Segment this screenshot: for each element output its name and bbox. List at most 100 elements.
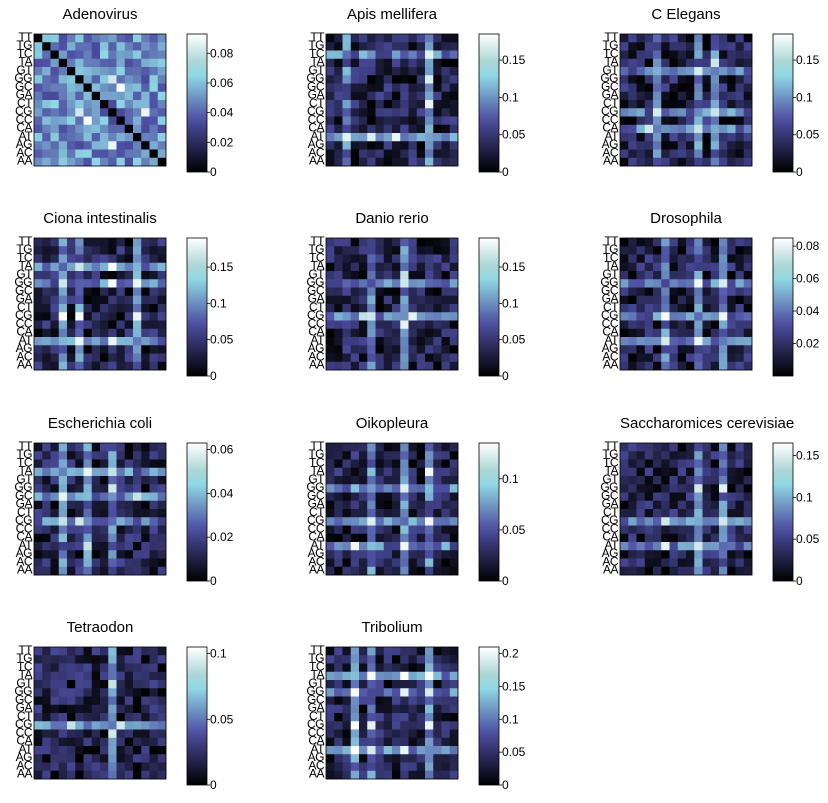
heatmap-cell: [350, 509, 360, 518]
heatmap-cell: [400, 500, 409, 510]
heatmap-cell: [375, 149, 385, 159]
heatmap-cell: [75, 655, 84, 664]
heatmap-cell: [661, 328, 670, 338]
heatmap-svg: TTTGTCTAGTGGGCGACTCGCCCAATAGACAA0.150.10…: [306, 234, 525, 383]
heatmap-cell: [75, 525, 84, 535]
heatmap-cell: [702, 108, 712, 117]
heatmap-cell: [141, 100, 150, 109]
heatmap-cell: [342, 361, 352, 371]
heatmap-cell: [375, 271, 385, 280]
heatmap-cell: [75, 337, 84, 346]
heatmap-cell: [133, 149, 142, 159]
heatmap-cell: [449, 467, 459, 477]
heatmap-cell: [83, 484, 93, 493]
heatmap-cell: [157, 492, 167, 502]
heatmap-cell: [433, 279, 442, 288]
heatmap-cell: [67, 525, 76, 535]
y-tick-label: GA: [16, 701, 33, 715]
heatmap-cell: [400, 754, 409, 763]
heatmap-cell: [710, 116, 720, 126]
heatmap-cell: [710, 279, 720, 288]
heatmap-cell: [50, 238, 60, 247]
heatmap-cell: [449, 50, 459, 60]
heatmap-cell: [735, 312, 745, 321]
heatmap-cell: [50, 345, 60, 354]
heatmap-cell: [441, 116, 451, 126]
heatmap-cell: [124, 312, 134, 321]
heatmap-cell: [342, 558, 352, 568]
heatmap-cell: [653, 345, 662, 354]
heatmap-cell: [719, 116, 728, 126]
heatmap-cell: [653, 50, 662, 60]
heatmap-cell: [133, 246, 142, 255]
heatmap-cell: [83, 533, 93, 543]
heatmap-cell: [727, 558, 736, 568]
heatmap-cell: [400, 312, 409, 321]
heatmap-cell: [441, 42, 451, 51]
heatmap-cell: [408, 83, 418, 93]
heatmap-cell: [124, 770, 134, 780]
heatmap-cell: [342, 721, 352, 730]
heatmap-cell: [433, 729, 442, 739]
y-tick-label: AC: [308, 554, 325, 568]
heatmap-cell: [628, 262, 637, 272]
heatmap-cell: [116, 34, 126, 43]
heatmap-cell: [686, 157, 695, 167]
heatmap-cell: [375, 108, 385, 117]
heatmap-cell: [34, 525, 43, 535]
heatmap-cell: [727, 133, 736, 142]
heatmap-cell: [67, 279, 76, 288]
heatmap-cell: [124, 320, 134, 330]
heatmap-cell: [433, 566, 442, 576]
heatmap-cell: [91, 647, 101, 656]
heatmap-cell: [392, 157, 401, 167]
heatmap-cell: [653, 34, 662, 43]
heatmap-cell: [400, 533, 409, 543]
heatmap-cell: [133, 443, 142, 452]
heatmap-cell: [416, 517, 426, 526]
heatmap-cell: [91, 542, 101, 551]
heatmap-cell: [149, 476, 159, 485]
y-tick-label: CG: [307, 717, 324, 731]
heatmap-cell: [433, 688, 442, 697]
heatmap-cell: [326, 100, 335, 109]
heatmap-cell: [141, 647, 150, 656]
heatmap-cell: [58, 704, 68, 714]
heatmap-cell: [702, 467, 712, 477]
heatmap-cell: [116, 533, 126, 543]
heatmap-cell: [124, 746, 134, 755]
heatmap-frame: [33, 646, 167, 780]
y-tick-label: GA: [308, 497, 325, 511]
heatmap-cell: [350, 542, 360, 551]
heatmap-cell: [383, 688, 393, 697]
heatmap-cell: [50, 295, 60, 305]
heatmap-cell: [334, 345, 343, 354]
heatmap-cell: [408, 271, 418, 280]
heatmap-cell: [141, 509, 150, 518]
heatmap-cell: [359, 509, 368, 518]
heatmap-cell: [710, 287, 720, 297]
heatmap-cell: [383, 459, 393, 469]
heatmap-cell: [425, 550, 434, 559]
heatmap-cell: [326, 729, 335, 739]
heatmap-cell: [686, 67, 695, 76]
heatmap-cell: [149, 141, 159, 150]
heatmap-cell: [408, 467, 418, 477]
heatmap-cell: [133, 254, 142, 264]
heatmap-cell: [710, 517, 720, 526]
heatmap-cell: [425, 83, 434, 93]
heatmap-panel: Oikopleura TT TG TC TA GT GG GC GA CT CG CC CA AT AG AC…: [292, 409, 552, 599]
heatmap-cell: [141, 500, 150, 510]
heatmap-cell: [50, 287, 60, 297]
heatmap-cell: [83, 295, 93, 305]
y-tick-label: CG: [601, 104, 618, 118]
heatmap-cell: [34, 492, 43, 502]
heatmap-cell: [416, 254, 426, 264]
heatmap-cell: [50, 100, 60, 109]
y-tick-label: GT: [16, 676, 33, 690]
heatmap-cell: [334, 312, 343, 321]
colorbar-tick-label: 0.15: [210, 260, 234, 274]
heatmap-cell: [408, 509, 418, 518]
heatmap-cell: [677, 467, 687, 477]
y-tick-label: CA: [16, 121, 32, 135]
